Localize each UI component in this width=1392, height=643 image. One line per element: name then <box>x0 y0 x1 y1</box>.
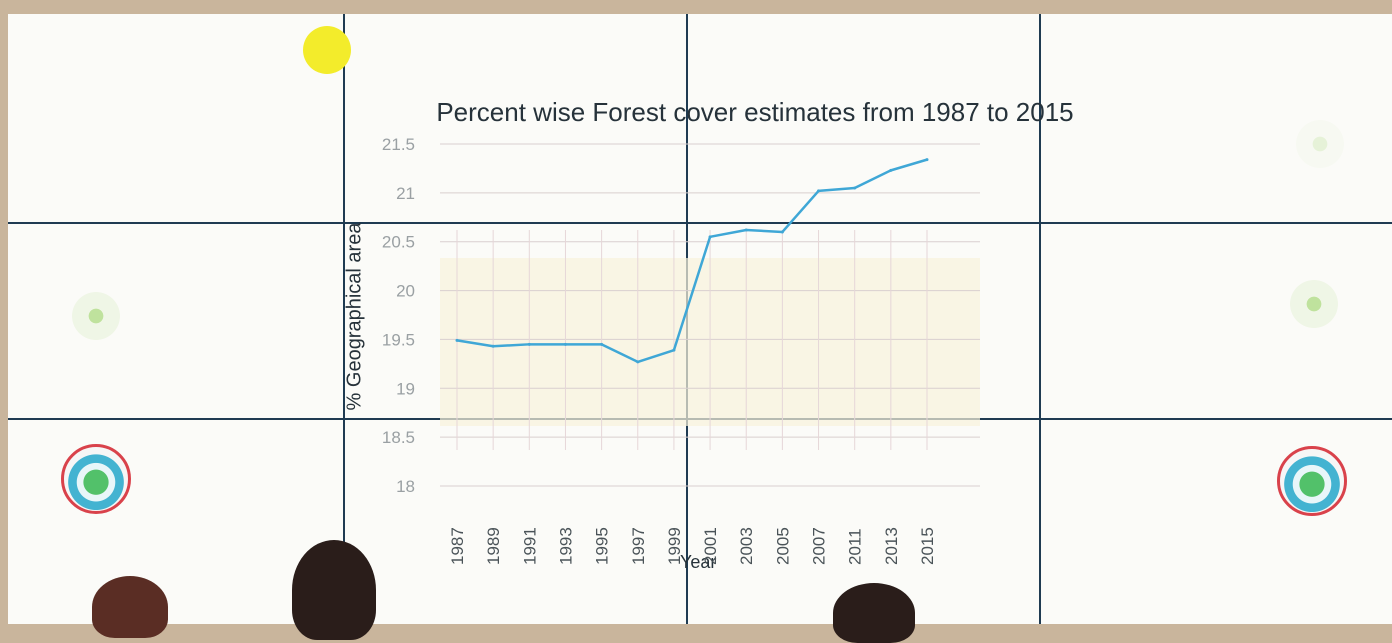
ministry-logo-left-icon <box>61 444 131 514</box>
y-tick-label: 21 <box>396 184 415 203</box>
x-tick-label: 1995 <box>593 527 612 565</box>
series-point <box>744 228 748 232</box>
series-point <box>889 168 893 172</box>
x-tick-label: 1991 <box>520 527 539 565</box>
x-tick-label: 1993 <box>556 527 575 565</box>
chart-title: Percent wise Forest cover estimates from… <box>436 97 1074 127</box>
faint-emblem-right-icon <box>1286 276 1342 332</box>
series-point <box>600 342 604 346</box>
series-point <box>708 235 712 239</box>
x-tick-label: 1999 <box>665 527 684 565</box>
series-point <box>672 348 676 352</box>
series-point <box>636 360 640 364</box>
series-point <box>563 342 567 346</box>
series-point <box>817 189 821 193</box>
x-tick-label: 2005 <box>773 527 792 565</box>
forest-cover-chart: 21.5 21 20.5 20 19.5 19 18.5 18 1987 1989 1991 1993… <box>382 135 980 565</box>
series-point <box>491 344 495 348</box>
screen-divider-vertical-1 <box>343 14 345 624</box>
series-line <box>456 158 928 364</box>
screen-divider-horizontal-1 <box>8 222 1392 224</box>
series-point <box>925 158 929 162</box>
audience-head-3 <box>833 583 915 643</box>
y-tick-label: 18 <box>396 477 415 496</box>
x-tick-label: 1997 <box>629 527 648 565</box>
y-tick-label: 20.5 <box>382 233 415 252</box>
x-tick-label: 2003 <box>737 527 756 565</box>
audience-head-2 <box>292 540 376 640</box>
x-tick-label: 2001 <box>701 527 720 565</box>
series-point <box>780 230 784 234</box>
x-tick-label: 1987 <box>448 527 467 565</box>
faint-emblem-left-icon <box>68 288 124 344</box>
x-tick-label: 1989 <box>484 527 503 565</box>
x-tick-label: 2013 <box>882 527 901 565</box>
faint-emblem-top-right-icon <box>1292 116 1348 172</box>
y-tick-label: 19 <box>396 379 415 398</box>
series-point <box>455 338 459 342</box>
y-tick-label: 18.5 <box>382 428 415 447</box>
ministry-logo-right-icon <box>1277 446 1347 516</box>
y-tick-label: 19.5 <box>382 330 415 349</box>
x-tick-label: 2007 <box>810 527 829 565</box>
x-tick-label: 2011 <box>846 528 865 565</box>
x-axis-label: Year <box>680 552 717 572</box>
series-point <box>853 186 857 190</box>
screen-divider-vertical-3 <box>1039 14 1041 624</box>
audience-head-1 <box>92 576 168 638</box>
y-tick-label: 20 <box>396 282 415 301</box>
x-tick-label: 2015 <box>918 527 937 565</box>
emblem-logo-icon <box>303 26 351 74</box>
y-tick-label: 21.5 <box>382 135 415 154</box>
series-point <box>527 342 531 346</box>
